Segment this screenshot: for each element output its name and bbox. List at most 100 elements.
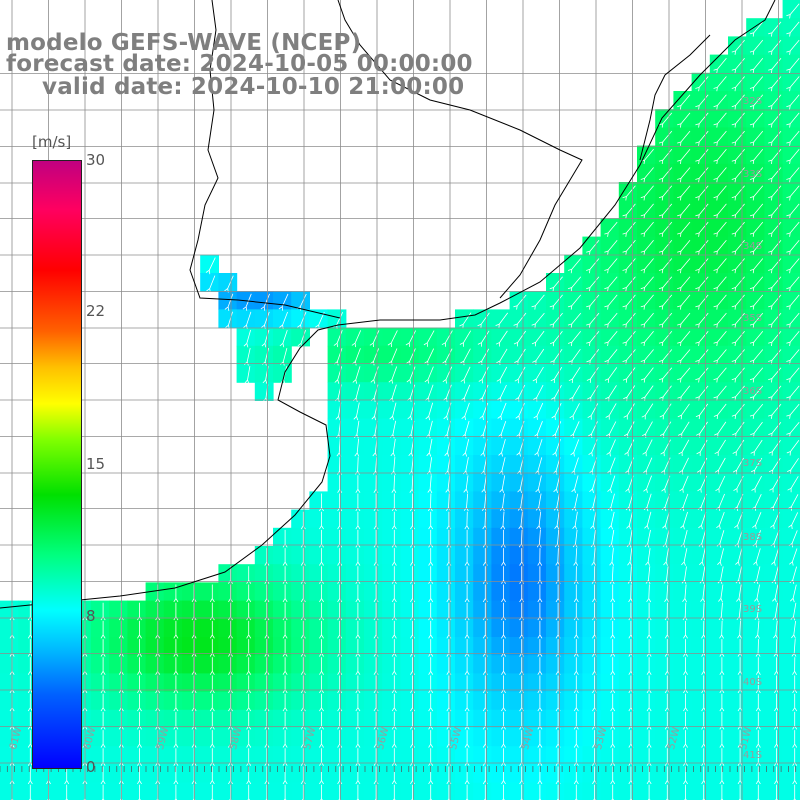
wind-speed-cell bbox=[200, 728, 219, 747]
wind-speed-cell bbox=[764, 473, 784, 492]
wind-speed-cell bbox=[418, 691, 438, 711]
wind-speed-cell bbox=[764, 673, 784, 693]
wind-speed-cell bbox=[436, 418, 456, 438]
wind-speed-cell bbox=[291, 600, 310, 620]
wind-arrow bbox=[27, 620, 33, 639]
wind-arrow bbox=[537, 566, 543, 584]
wind-speed-cell bbox=[436, 637, 456, 656]
wind-arrow bbox=[515, 402, 525, 420]
wind-speed-cell bbox=[618, 400, 638, 420]
wind-speed-cell bbox=[673, 163, 693, 183]
wind-arrow bbox=[658, 349, 673, 365]
wind-speed-cell bbox=[691, 273, 711, 292]
wind-arrow bbox=[337, 584, 343, 603]
wind-speed-cell bbox=[746, 527, 765, 547]
wind-arrow bbox=[501, 711, 506, 730]
wind-speed-cell bbox=[491, 618, 511, 638]
wind-arrow bbox=[568, 366, 581, 384]
wind-speed-cell bbox=[746, 400, 765, 420]
wind-speed-cell bbox=[691, 709, 711, 729]
wind-speed-cell bbox=[655, 236, 674, 256]
wind-speed-cell bbox=[582, 782, 602, 800]
wind-speed-cell bbox=[673, 218, 693, 238]
wind-speed-cell bbox=[564, 600, 583, 620]
wind-arrow bbox=[659, 403, 672, 420]
wind-speed-cell bbox=[546, 527, 565, 547]
wind-arrow bbox=[586, 367, 599, 383]
wind-speed-cell bbox=[327, 473, 347, 492]
wind-arrow bbox=[749, 39, 764, 55]
wind-arrow bbox=[604, 349, 618, 365]
wind-speed-cell bbox=[236, 673, 256, 693]
wind-speed-cell bbox=[764, 54, 784, 74]
wind-speed-cell bbox=[400, 382, 420, 401]
wind-arrow bbox=[786, 94, 800, 110]
wind-arrow bbox=[719, 693, 725, 712]
wind-arrow bbox=[735, 566, 742, 585]
wind-arrow bbox=[731, 167, 745, 183]
wind-speed-cell bbox=[509, 291, 529, 310]
wind-arrow bbox=[573, 693, 579, 712]
wind-speed-cell bbox=[309, 637, 329, 656]
wind-arrow bbox=[556, 784, 560, 800]
wind-speed-cell bbox=[418, 709, 438, 729]
wind-arrow bbox=[428, 657, 434, 675]
wind-speed-cell bbox=[582, 546, 602, 565]
wind-speed-cell bbox=[327, 455, 347, 474]
wind-arrow bbox=[627, 548, 633, 566]
wind-speed-cell bbox=[291, 564, 310, 583]
wind-speed-cell bbox=[382, 418, 401, 438]
wind-speed-cell bbox=[218, 637, 238, 656]
wind-arrow bbox=[645, 548, 651, 566]
wind-arrow bbox=[27, 766, 33, 785]
wind-speed-cell bbox=[182, 709, 201, 729]
wind-speed-cell bbox=[546, 637, 565, 656]
wind-speed-cell bbox=[327, 527, 347, 547]
wind-arrow bbox=[755, 748, 761, 766]
wind-speed-cell bbox=[163, 746, 183, 765]
wind-speed-cell bbox=[400, 582, 420, 602]
wind-speed-cell bbox=[746, 36, 765, 56]
wind-speed-cell bbox=[236, 345, 256, 365]
wind-speed-cell bbox=[746, 72, 765, 92]
coastline-inland-border bbox=[189, 0, 341, 319]
wind-speed-cell bbox=[691, 673, 711, 693]
wind-arrow bbox=[737, 748, 743, 766]
wind-speed-cell bbox=[418, 564, 438, 583]
wind-speed-cell bbox=[418, 546, 438, 565]
wind-speed-cell bbox=[91, 600, 110, 620]
wind-speed-cell bbox=[418, 473, 438, 492]
wind-speed-cell bbox=[691, 309, 711, 329]
wind-arrow bbox=[610, 602, 616, 621]
wind-speed-cell bbox=[491, 327, 511, 347]
wind-arrow bbox=[513, 330, 527, 347]
wind-speed-cell bbox=[491, 509, 511, 529]
wind-arrow bbox=[428, 748, 434, 766]
wind-speed-cell bbox=[418, 618, 438, 638]
wind-arrow bbox=[622, 258, 636, 274]
wind-speed-cell bbox=[345, 691, 365, 711]
wind-arrow bbox=[774, 748, 779, 766]
wind-speed-cell bbox=[691, 637, 711, 656]
wind-arrow bbox=[264, 730, 270, 748]
wind-speed-cell bbox=[564, 382, 583, 401]
wind-arrow bbox=[283, 784, 287, 800]
wind-speed-cell bbox=[782, 637, 800, 656]
wind-arrow bbox=[575, 784, 578, 800]
wind-speed-cell bbox=[691, 236, 711, 256]
wind-arrow bbox=[391, 548, 397, 566]
wind-speed-cell bbox=[218, 582, 238, 602]
wind-speed-cell bbox=[655, 254, 674, 274]
wind-arrow bbox=[731, 385, 745, 401]
wind-arrow bbox=[749, 240, 764, 256]
wind-arrow bbox=[100, 657, 106, 675]
wind-arrow bbox=[768, 367, 782, 383]
wind-speed-cell bbox=[582, 291, 602, 310]
wind-speed-cell bbox=[746, 309, 765, 329]
wind-arrow bbox=[209, 748, 215, 766]
wind-arrow bbox=[774, 711, 779, 730]
wind-speed-cell bbox=[309, 655, 329, 674]
wind-arrow bbox=[737, 693, 743, 712]
wind-speed-cell bbox=[746, 127, 765, 147]
wind-speed-cell bbox=[400, 746, 420, 765]
